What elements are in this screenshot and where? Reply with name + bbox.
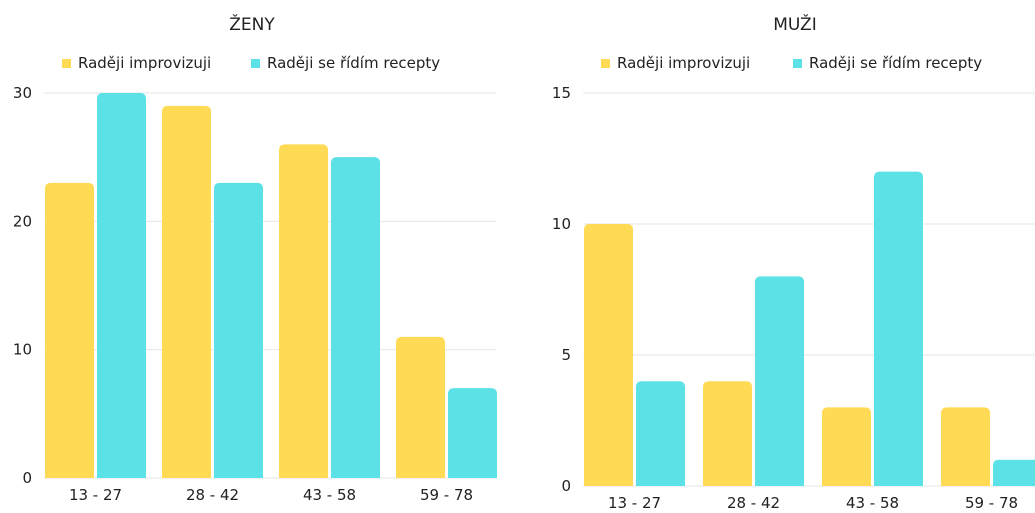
y-tick-label: 0	[22, 469, 32, 487]
bar	[584, 224, 633, 486]
y-tick-label: 15	[552, 84, 571, 102]
x-tick-label: 28 - 42	[727, 494, 780, 512]
chart-title: ŽENY	[229, 13, 275, 35]
legend-swatch	[793, 59, 802, 68]
x-tick-label: 43 - 58	[846, 494, 899, 512]
bar	[45, 182, 94, 479]
chart-muzi: MUŽI Raději improvizuji Raději se řídím re…	[552, 13, 1035, 512]
y-tick-label: 0	[561, 477, 571, 495]
bar	[214, 182, 263, 479]
y-tick-label: 10	[13, 341, 32, 359]
bar	[703, 381, 752, 486]
x-tick-label: 59 - 78	[420, 486, 473, 504]
bar	[396, 336, 445, 478]
bar	[448, 388, 497, 478]
bar	[279, 144, 328, 479]
bar	[874, 171, 923, 486]
bar	[822, 407, 871, 486]
y-tick-label: 10	[552, 215, 571, 233]
legend-label: Raději se řídím recepty	[809, 54, 982, 72]
x-tick-label: 59 - 78	[965, 494, 1018, 512]
legend-swatch	[601, 59, 610, 68]
bar	[941, 407, 990, 486]
x-tick-label: 13 - 27	[608, 494, 661, 512]
x-tick-label: 13 - 27	[69, 486, 122, 504]
y-tick-label: 5	[561, 346, 571, 364]
bar	[331, 157, 380, 478]
bar	[162, 105, 211, 478]
bar	[755, 276, 804, 486]
legend-swatch	[62, 59, 71, 68]
chart-zeny: ŽENY Raději improvizuji Raději se řídím re…	[13, 13, 497, 504]
legend-label: Raději improvizuji	[78, 54, 211, 72]
bar	[993, 459, 1035, 486]
y-tick-label: 20	[13, 212, 32, 230]
y-tick-label: 30	[13, 84, 32, 102]
chart-title: MUŽI	[773, 13, 816, 35]
legend-label: Raději se řídím recepty	[267, 54, 440, 72]
x-tick-label: 43 - 58	[303, 486, 356, 504]
bar	[97, 93, 146, 478]
x-tick-label: 28 - 42	[186, 486, 239, 504]
bar	[636, 381, 685, 486]
legend-label: Raději improvizuji	[617, 54, 750, 72]
legend-swatch	[251, 59, 260, 68]
